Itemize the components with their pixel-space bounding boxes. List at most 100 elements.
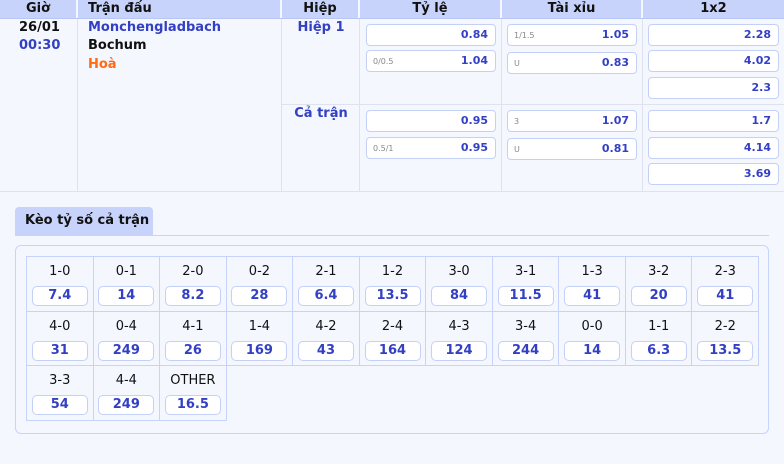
1x2-odd[interactable]: 3.69 [648,163,779,185]
score-cell: 4-4 249 [92,365,161,421]
score-label: 1-0 [49,264,71,279]
score-cell: 4-0 31 [26,310,94,366]
col-divider [0,19,78,191]
col-divider [282,19,360,191]
row-divider [282,104,784,105]
handicap-odd[interactable]: 0.5/1 0.95 [366,137,496,159]
overunder-odd[interactable]: U 0.81 [507,138,637,160]
score-grid: 1-0 7.4 0-1 14 2-0 8.2 0-2 28 2-1 6.4 1-2 13.5 3-0 84… [26,256,760,421]
score-label: 3-0 [448,264,470,279]
score-odd[interactable]: 28 [231,286,288,306]
score-odd[interactable]: 26 [164,340,221,361]
score-cell: 3-3 54 [26,365,94,421]
score-odd[interactable]: 20 [630,286,687,306]
header-period: Hiệp [282,0,360,18]
score-odd[interactable]: 169 [231,340,288,361]
away-team[interactable]: Bochum [88,38,147,53]
score-label: 4-0 [49,318,71,334]
score-cell: 2-1 6.4 [292,256,360,312]
score-odd[interactable]: 31 [31,340,88,361]
header-handicap: Tỷ lệ [360,0,502,18]
score-cell: 3-0 84 [425,256,493,312]
score-label: 0-2 [248,264,271,279]
score-cell: 0-0 14 [558,310,626,366]
row-divider [0,191,784,192]
period-full-match: Cả trận [294,106,348,121]
score-label: 1-1 [648,318,670,334]
score-label: OTHER [170,373,216,388]
header-overunder: Tài xỉu [502,0,643,18]
handicap-odd[interactable]: 0.95 [366,110,496,132]
score-odd[interactable]: 84 [431,286,488,306]
col-divider [360,19,502,191]
score-cell: 4-3 124 [425,310,493,366]
score-label: 3-4 [514,318,537,334]
score-label: 3-2 [648,264,670,279]
score-odd[interactable]: 6.4 [297,286,354,306]
score-odd[interactable]: 43 [297,340,354,361]
score-label: 0-0 [581,318,603,334]
1x2-odd[interactable]: 1.7 [648,110,779,132]
score-label: 4-3 [448,318,470,334]
score-odd[interactable]: 124 [431,340,488,361]
score-odd[interactable]: 13.5 [364,286,421,306]
1x2-odd[interactable]: 4.02 [648,50,779,72]
score-label: 4-1 [182,318,204,334]
score-odd[interactable]: 41 [564,286,621,306]
overunder-odd[interactable]: 3 1.07 [507,110,637,132]
score-cell: 0-1 14 [92,256,161,312]
handicap-odd[interactable]: 0/0.5 1.04 [366,50,496,72]
1x2-odd[interactable]: 2.28 [648,24,779,46]
score-cell: 1-4 169 [225,310,294,366]
score-cell: 1-3 41 [558,256,626,312]
score-panel [15,245,769,434]
score-cell: OTHER 16.5 [159,365,227,421]
score-odd[interactable]: 41 [697,286,754,306]
score-cell: 0-2 28 [225,256,294,312]
score-cell: 3-2 20 [624,256,693,312]
header-time: Giờ [0,0,78,18]
col-divider [78,19,282,191]
score-cell: 2-3 41 [691,256,760,312]
score-label: 0-4 [115,318,137,334]
score-cell: 1-1 6.3 [624,310,693,366]
score-odd[interactable]: 8.2 [164,286,221,306]
score-label: 4-4 [115,373,137,388]
score-odd[interactable]: 7.4 [31,286,88,306]
score-label: 3-3 [49,373,71,388]
overunder-odd[interactable]: U 0.83 [507,52,637,74]
score-cell: 3-4 244 [491,310,560,366]
score-odd[interactable]: 6.3 [630,340,687,361]
score-label: 0-1 [115,264,137,279]
home-team[interactable]: Monchengladbach [88,20,222,35]
score-odd[interactable]: 11.5 [497,286,554,306]
score-odd[interactable]: 54 [31,395,88,415]
tab-correct-score[interactable]: Kèo tỷ số cả trận [15,207,153,236]
tab-underline [15,235,769,236]
score-odd[interactable]: 249 [98,395,155,415]
overunder-odd[interactable]: 1/1.5 1.05 [507,24,637,46]
score-cell: 4-1 26 [159,310,227,366]
match-date: 26/01 [19,20,60,35]
score-cell: 1-2 13.5 [358,256,427,312]
score-odd[interactable]: 244 [497,340,554,361]
handicap-odd[interactable]: 0.84 [366,24,496,46]
score-odd[interactable]: 164 [364,340,421,361]
score-label: 4-2 [315,318,337,334]
score-cell: 2-0 8.2 [159,256,227,312]
score-odd[interactable]: 16.5 [164,395,221,415]
score-label: 2-1 [315,264,337,279]
score-label: 1-2 [381,264,404,279]
score-label: 2-2 [714,318,736,334]
score-label: 1-3 [581,264,603,279]
score-cell: 4-2 43 [292,310,360,366]
score-odd[interactable]: 14 [564,340,621,361]
1x2-odd[interactable]: 2.3 [648,77,779,99]
score-label: 1-4 [248,318,271,334]
1x2-odd[interactable]: 4.14 [648,137,779,159]
score-odd[interactable]: 249 [98,340,155,361]
score-odd[interactable]: 14 [98,286,155,306]
score-label: 2-4 [381,318,404,334]
score-odd[interactable]: 13.5 [697,340,754,361]
score-label: 2-3 [714,264,736,279]
